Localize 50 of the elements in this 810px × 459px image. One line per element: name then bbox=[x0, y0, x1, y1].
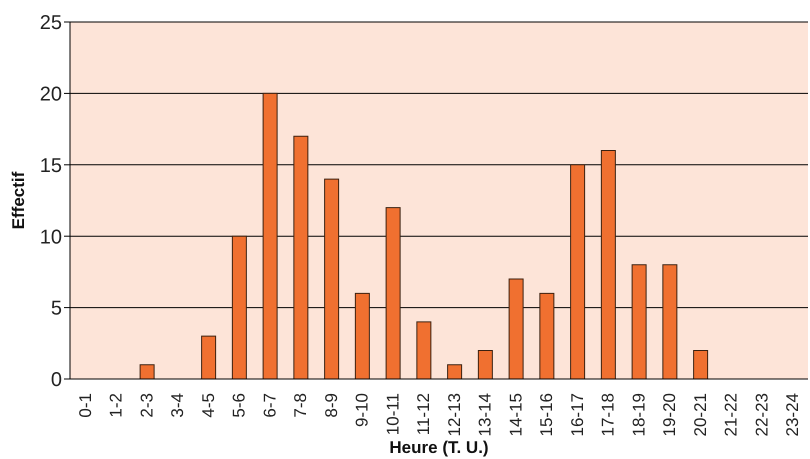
x-tick-label: 21-22 bbox=[722, 393, 741, 436]
bar bbox=[262, 92, 278, 379]
x-tick-label: 19-20 bbox=[660, 393, 680, 436]
x-axis-title: Heure (T. U.) bbox=[389, 438, 489, 457]
bar bbox=[662, 264, 678, 379]
x-tick-label: 10-11 bbox=[383, 393, 402, 436]
x-tick-label: 12-13 bbox=[444, 393, 464, 436]
x-tick-label: 11-12 bbox=[414, 393, 434, 436]
x-tick-label: 7-8 bbox=[291, 393, 310, 418]
x-tick-label: 9-10 bbox=[352, 393, 372, 428]
x-tick-label: 23-24 bbox=[783, 393, 802, 436]
y-tick-label: 25 bbox=[40, 12, 62, 34]
y-tick-label: 15 bbox=[40, 154, 62, 177]
x-tick-label: 6-7 bbox=[260, 393, 280, 418]
x-tick-label: 18-19 bbox=[629, 393, 648, 436]
bar bbox=[478, 350, 493, 379]
x-tick-label: 16-17 bbox=[568, 393, 587, 436]
x-tick-label: 15-16 bbox=[537, 393, 556, 436]
y-tick-label: 10 bbox=[40, 226, 62, 248]
bar bbox=[293, 136, 308, 379]
x-tick-label: 5-6 bbox=[230, 393, 249, 418]
bar bbox=[570, 164, 586, 379]
bar bbox=[354, 292, 370, 379]
bar bbox=[201, 336, 216, 379]
bar bbox=[539, 292, 554, 379]
bar bbox=[508, 278, 524, 379]
y-tick-label: 0 bbox=[50, 369, 62, 392]
x-tick-label: 0-1 bbox=[76, 393, 95, 418]
x-tick-label: 17-18 bbox=[598, 393, 618, 436]
x-tick-label: 8-9 bbox=[322, 393, 341, 418]
bar bbox=[447, 364, 462, 379]
y-tick-label: 5 bbox=[50, 298, 62, 320]
bar bbox=[386, 207, 401, 379]
x-tick-label: 14-15 bbox=[506, 393, 526, 436]
x-tick-label: 22-23 bbox=[752, 393, 772, 436]
x-tick-label: 3-4 bbox=[168, 393, 188, 418]
y-axis-title: Effectif bbox=[9, 171, 28, 230]
x-tick-label: 2-3 bbox=[137, 393, 156, 418]
x-tick-label: 13-14 bbox=[476, 393, 495, 436]
x-tick-label: 4-5 bbox=[198, 393, 218, 418]
bar bbox=[232, 236, 247, 379]
bar bbox=[416, 321, 432, 379]
bar bbox=[632, 264, 647, 379]
bar bbox=[693, 350, 708, 379]
bar bbox=[140, 364, 155, 379]
x-tick-label: 20-21 bbox=[690, 393, 710, 436]
bar bbox=[324, 178, 340, 379]
y-tick-label: 20 bbox=[40, 84, 62, 106]
bar bbox=[600, 150, 616, 379]
x-tick-label: 1-2 bbox=[106, 393, 126, 418]
